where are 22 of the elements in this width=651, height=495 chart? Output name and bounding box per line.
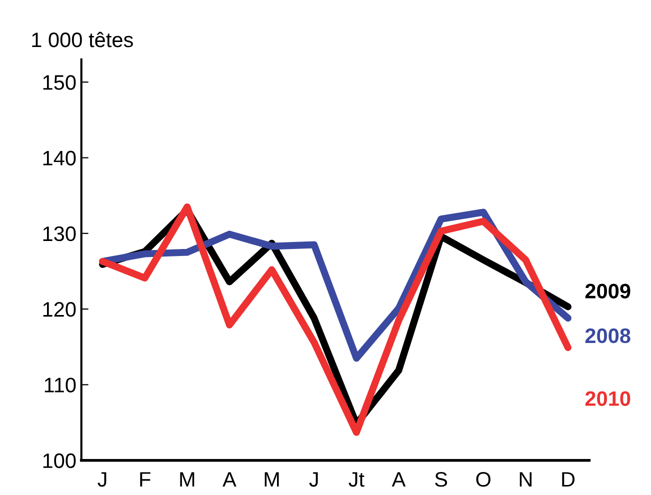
- x-tick-label: M: [264, 472, 279, 487]
- text: 2010: [585, 391, 630, 406]
- x-tick-label: J: [98, 472, 106, 487]
- y-tick-label: 150: [43, 75, 76, 90]
- x-tick-label: A: [222, 472, 236, 487]
- series-label: 2008: [585, 328, 630, 344]
- y-tick-label: 110: [44, 378, 76, 392]
- x-tick-label: N: [520, 472, 532, 487]
- x-tick-label: S: [435, 472, 448, 487]
- x-tick-label: F: [140, 472, 150, 487]
- x-tick-label: Jt: [348, 472, 364, 487]
- x-tick-label: A: [392, 472, 406, 487]
- y-tick-label: 120: [43, 302, 76, 317]
- y-tick-label: 130: [43, 226, 76, 242]
- y-tick-label: 140: [43, 150, 76, 166]
- x-tick-label: D: [562, 472, 575, 487]
- series-label: 2009: [585, 284, 630, 298]
- x-tick-label: J: [309, 472, 318, 487]
- x-tick-label: M: [180, 472, 194, 487]
- y-axis-title: 1 000 têtes: [32, 32, 133, 48]
- x-tick-label: O: [476, 472, 490, 487]
- y-tick-label: 100: [43, 453, 76, 468]
